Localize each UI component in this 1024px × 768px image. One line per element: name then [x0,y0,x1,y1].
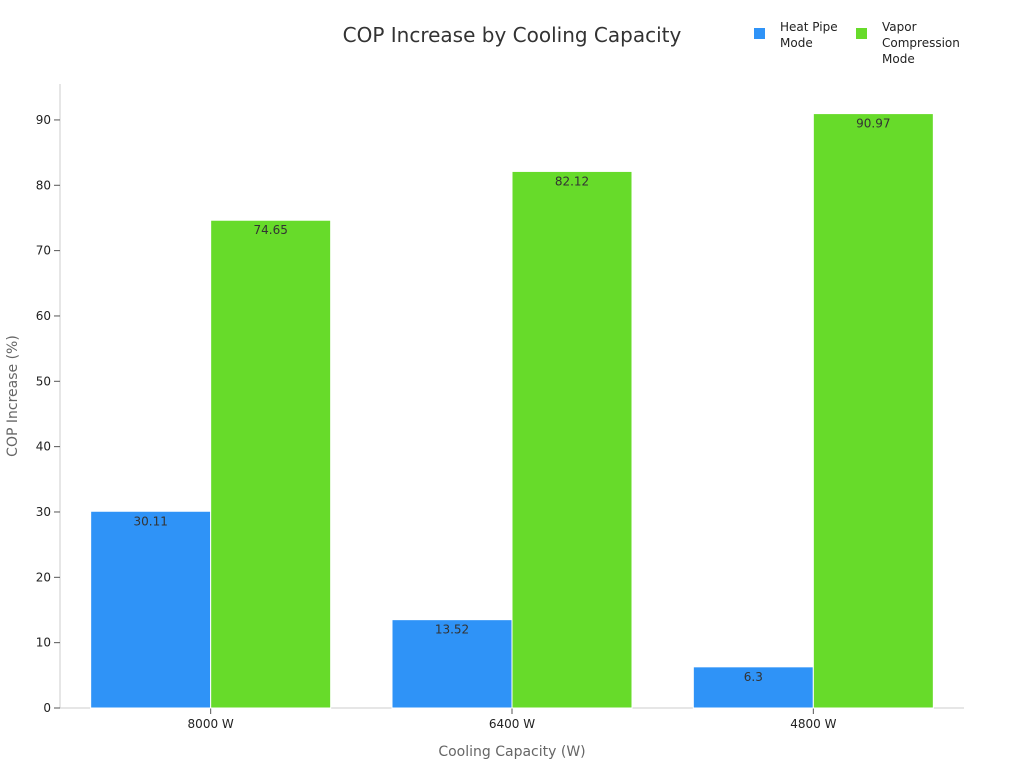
y-tick-label: 10 [36,636,51,650]
legend-label: Heat Pipe Mode [780,20,838,50]
bars [90,113,934,709]
bar [90,510,212,709]
bar [812,113,934,709]
y-tick-label: 50 [36,374,51,388]
y-tick-label: 60 [36,309,51,323]
y-tick-label: 80 [36,178,51,192]
bar-value-label: 30.11 [133,514,167,528]
bar [511,170,633,709]
x-tick-label: 4800 W [790,717,836,731]
y-tick-label: 20 [36,570,51,584]
bar [692,666,814,709]
legend: Heat Pipe Mode Vapor Compression Mode [754,20,960,66]
y-tick-label: 0 [43,701,51,715]
chart-title: COP Increase by Cooling Capacity [343,23,682,47]
data-labels: 30.11 74.65 13.52 82.12 6.3 90.97 [133,117,890,684]
x-axis-title: Cooling Capacity (W) [438,744,585,760]
y-tick-label: 40 [36,440,51,454]
bar [210,219,332,709]
x-tick-label: 8000 W [188,717,234,731]
bar-value-label: 13.52 [435,623,469,637]
bar-value-label: 82.12 [555,174,589,188]
y-tick-label: 90 [36,113,51,127]
y-axis-title: COP Increase (%) [5,335,21,457]
bar-value-label: 90.97 [856,117,890,131]
bar-value-label: 74.65 [253,223,287,237]
y-tick-label: 70 [36,244,51,258]
legend-label: Vapor Compression Mode [882,20,960,66]
y-tick-label: 30 [36,505,51,519]
legend-swatch [856,28,867,39]
legend-swatch [754,28,765,39]
x-tick-label: 6400 W [489,717,535,731]
bar-value-label: 6.3 [744,670,763,684]
